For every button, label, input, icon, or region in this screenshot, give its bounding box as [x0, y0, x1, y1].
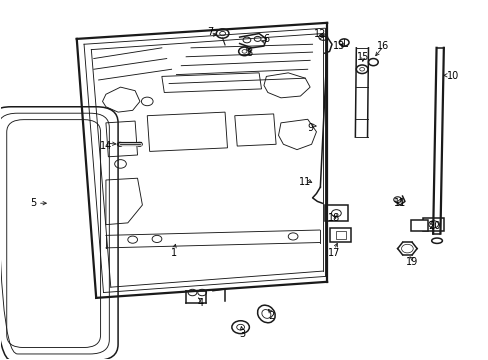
- FancyBboxPatch shape: [324, 205, 347, 221]
- Text: 20: 20: [427, 221, 439, 231]
- FancyBboxPatch shape: [422, 217, 444, 231]
- Text: 9: 9: [306, 123, 312, 133]
- Text: 19: 19: [406, 257, 418, 267]
- Text: 14: 14: [100, 141, 112, 151]
- Text: 10: 10: [447, 71, 459, 81]
- Text: 5: 5: [30, 198, 36, 208]
- Circle shape: [136, 142, 142, 147]
- Text: 15: 15: [357, 52, 369, 62]
- Text: 16: 16: [376, 41, 388, 51]
- Text: 13: 13: [332, 41, 345, 51]
- Text: 2: 2: [267, 311, 274, 321]
- Text: 3: 3: [239, 329, 244, 339]
- Text: 6: 6: [263, 34, 269, 44]
- Text: 4: 4: [197, 298, 203, 308]
- Text: 18: 18: [327, 212, 340, 222]
- Circle shape: [117, 142, 122, 147]
- Text: 11: 11: [393, 198, 406, 208]
- Text: 11: 11: [299, 177, 311, 187]
- FancyBboxPatch shape: [329, 228, 350, 242]
- Text: 8: 8: [246, 48, 252, 58]
- Text: 12: 12: [313, 28, 325, 39]
- FancyBboxPatch shape: [410, 220, 427, 231]
- Text: 17: 17: [327, 248, 340, 258]
- FancyBboxPatch shape: [335, 231, 345, 239]
- Text: 1: 1: [171, 248, 177, 258]
- Text: 7: 7: [207, 27, 213, 37]
